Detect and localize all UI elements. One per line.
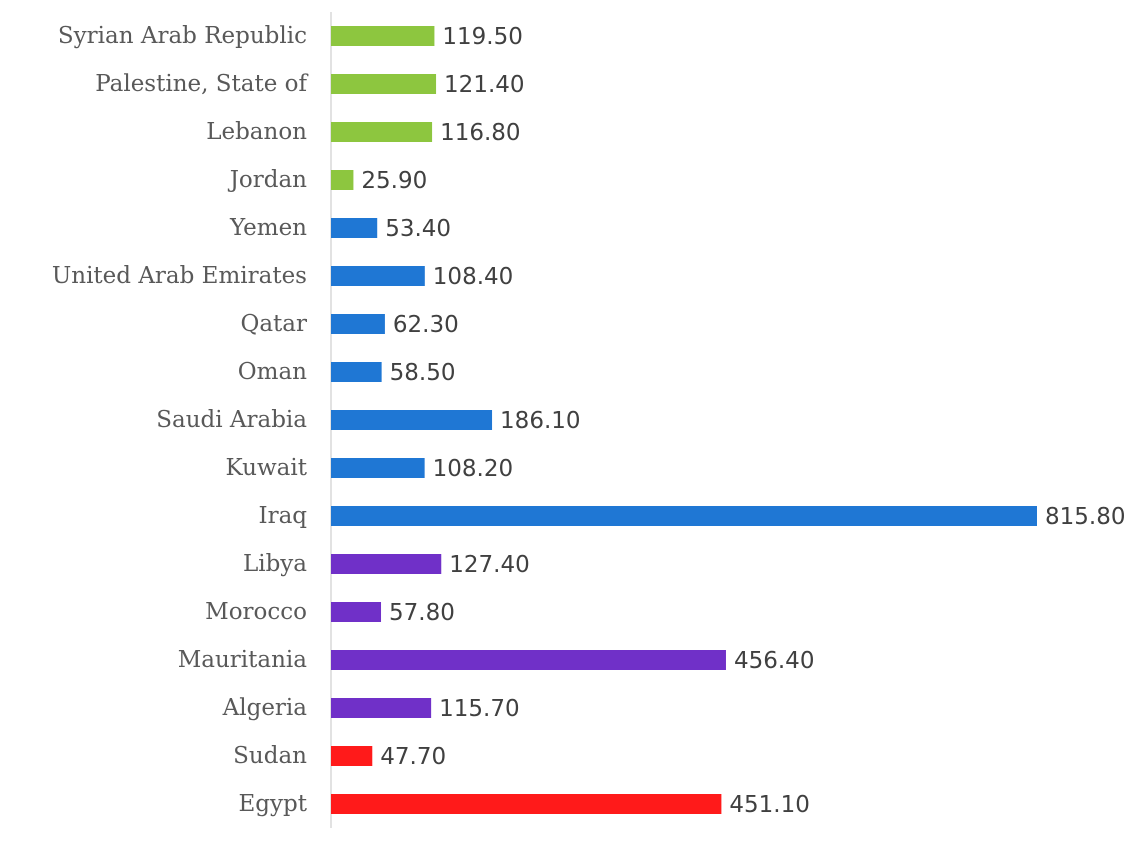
data-label: 116.80 <box>440 120 520 146</box>
category-label: Libya <box>243 551 307 577</box>
category-label: Egypt <box>239 791 308 817</box>
category-label: Palestine, State of <box>95 71 308 97</box>
category-label: Lebanon <box>206 119 307 145</box>
bars <box>331 26 1037 814</box>
data-label: 57.80 <box>389 600 455 626</box>
category-label: Saudi Arabia <box>156 407 307 433</box>
bar <box>331 746 373 766</box>
category-label: Jordan <box>228 167 307 193</box>
bar <box>331 650 726 670</box>
data-label: 58.50 <box>390 360 456 386</box>
bar <box>331 314 385 334</box>
category-label: Yemen <box>229 215 307 241</box>
bar <box>331 410 493 430</box>
category-label: United Arab Emirates <box>52 263 307 289</box>
category-label: Kuwait <box>226 455 308 481</box>
bar <box>331 266 425 286</box>
bar <box>331 362 382 382</box>
data-label: 456.40 <box>734 648 814 674</box>
data-label: 25.90 <box>361 168 427 194</box>
data-label: 127.40 <box>449 552 529 578</box>
data-label: 121.40 <box>444 72 524 98</box>
data-label: 62.30 <box>393 312 459 338</box>
data-label: 108.20 <box>433 456 513 482</box>
bar <box>331 602 382 622</box>
data-label: 108.40 <box>433 264 513 290</box>
data-label: 115.70 <box>439 696 519 722</box>
data-label: 53.40 <box>385 216 451 242</box>
data-label: 47.70 <box>380 744 446 770</box>
bar <box>331 26 435 46</box>
bar <box>331 122 433 142</box>
data-label: 119.50 <box>442 24 522 50</box>
data-label: 815.80 <box>1045 504 1125 530</box>
category-label: Iraq <box>258 503 307 529</box>
value-labels: 119.50 121.40 116.80 25.90 53.40 108.40 62.30 5… <box>361 24 1125 818</box>
category-label: Algeria <box>222 695 308 721</box>
category-label: Mauritania <box>178 647 308 673</box>
bar <box>331 458 425 478</box>
category-label: Syrian Arab Republic <box>58 23 307 49</box>
bar <box>331 794 722 814</box>
category-label: Qatar <box>240 311 307 337</box>
bar <box>331 698 432 718</box>
category-labels: Syrian Arab Republic Palestine, State of L… <box>52 23 309 817</box>
bar <box>331 506 1037 526</box>
category-label: Morocco <box>205 599 307 625</box>
category-label: Oman <box>238 359 307 385</box>
bar <box>331 170 354 190</box>
bar <box>331 554 442 574</box>
bar <box>331 218 378 238</box>
data-label: 451.10 <box>729 792 809 818</box>
data-label: 186.10 <box>500 408 580 434</box>
category-label: Sudan <box>233 743 307 769</box>
bar <box>331 74 437 94</box>
